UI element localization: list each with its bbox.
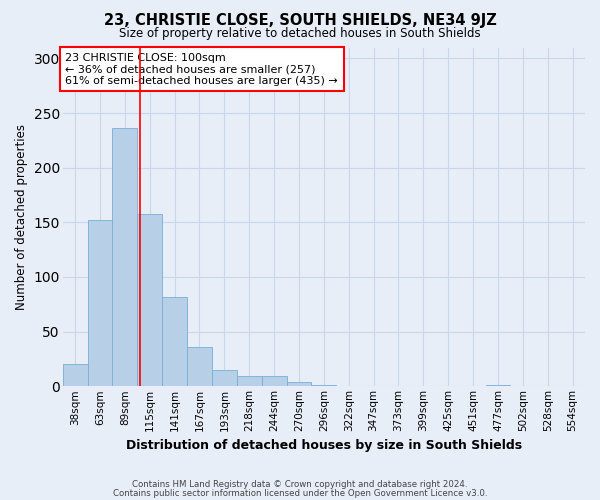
Bar: [311, 385, 336, 386]
Bar: [485, 385, 511, 386]
Bar: [63, 364, 88, 386]
Text: 23, CHRISTIE CLOSE, SOUTH SHIELDS, NE34 9JZ: 23, CHRISTIE CLOSE, SOUTH SHIELDS, NE34 …: [104, 12, 496, 28]
Text: 23 CHRISTIE CLOSE: 100sqm
← 36% of detached houses are smaller (257)
61% of semi: 23 CHRISTIE CLOSE: 100sqm ← 36% of detac…: [65, 52, 338, 86]
Bar: [212, 370, 237, 386]
Bar: [237, 376, 262, 386]
Bar: [187, 347, 212, 387]
Bar: [137, 214, 162, 386]
Bar: [262, 376, 287, 386]
Y-axis label: Number of detached properties: Number of detached properties: [15, 124, 28, 310]
Text: Contains HM Land Registry data © Crown copyright and database right 2024.: Contains HM Land Registry data © Crown c…: [132, 480, 468, 489]
Bar: [287, 382, 311, 386]
X-axis label: Distribution of detached houses by size in South Shields: Distribution of detached houses by size …: [126, 440, 522, 452]
Bar: [162, 296, 187, 386]
Bar: [88, 220, 112, 386]
Text: Size of property relative to detached houses in South Shields: Size of property relative to detached ho…: [119, 28, 481, 40]
Bar: [112, 128, 137, 386]
Text: Contains public sector information licensed under the Open Government Licence v3: Contains public sector information licen…: [113, 488, 487, 498]
